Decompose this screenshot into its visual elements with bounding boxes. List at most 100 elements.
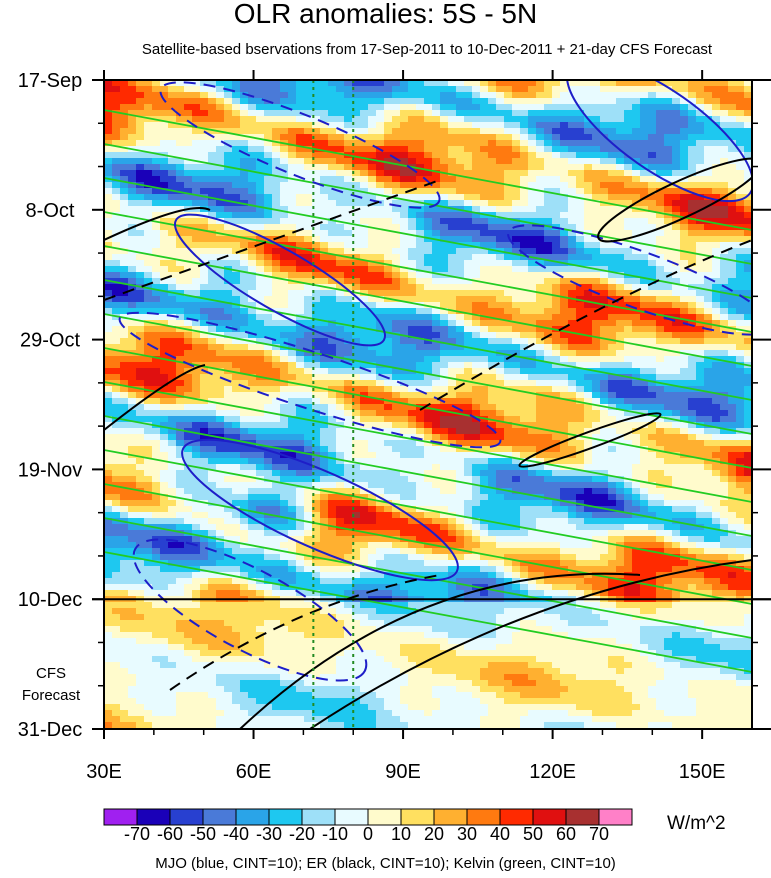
heat-cell <box>384 380 393 387</box>
heat-cell <box>208 350 217 357</box>
heat-cell <box>320 290 329 297</box>
heat-cell <box>224 188 233 195</box>
heat-cell <box>400 164 409 171</box>
heat-cell <box>496 212 505 219</box>
heat-cell <box>688 308 697 315</box>
heat-cell <box>480 140 489 147</box>
heat-cell <box>600 206 609 213</box>
heat-cell <box>512 170 521 177</box>
heat-cell <box>320 230 329 237</box>
heat-cell <box>672 194 681 201</box>
heat-cell <box>224 224 233 231</box>
heat-cell <box>368 218 377 225</box>
heat-cell <box>712 188 721 195</box>
heat-cell <box>632 242 641 249</box>
heat-cell <box>248 164 257 171</box>
heat-cell <box>392 110 401 117</box>
heat-cell <box>288 248 297 255</box>
heat-cell <box>480 332 489 339</box>
heat-cell <box>384 338 393 345</box>
heat-cell <box>104 92 113 99</box>
heat-cell <box>160 182 169 189</box>
heat-cell <box>560 272 569 279</box>
heat-cell <box>520 104 529 111</box>
heat-cell <box>304 170 313 177</box>
heat-cell <box>640 314 649 321</box>
heat-cell <box>328 230 337 237</box>
heat-cell <box>136 248 145 255</box>
heat-cell <box>328 440 337 447</box>
heat-cell <box>568 170 577 177</box>
heat-cell <box>720 122 729 129</box>
heat-cell <box>496 146 505 153</box>
heat-cell <box>176 308 185 315</box>
heat-cell <box>128 194 137 201</box>
heat-cell <box>264 326 273 333</box>
heat-cell <box>560 380 569 387</box>
heat-cell <box>472 188 481 195</box>
heat-cell <box>320 152 329 159</box>
heat-cell <box>264 356 273 363</box>
heat-cell <box>648 290 657 297</box>
heat-cell <box>592 224 601 231</box>
heat-cell <box>584 80 593 87</box>
heat-cell <box>144 422 153 429</box>
heat-cell <box>648 368 657 375</box>
heat-cell <box>128 254 137 261</box>
heat-cell <box>328 110 337 117</box>
heat-cell <box>584 374 593 381</box>
heat-cell <box>120 284 129 291</box>
heat-cell <box>120 248 129 255</box>
heat-cell <box>512 386 521 393</box>
heat-cell <box>144 368 153 375</box>
heat-cell <box>184 86 193 93</box>
heat-cell <box>112 380 121 387</box>
heat-cell <box>416 188 425 195</box>
heat-cell <box>656 350 665 357</box>
heat-cell <box>136 116 145 123</box>
heat-cell <box>160 110 169 117</box>
heat-cell <box>512 266 521 273</box>
heat-cell <box>112 404 121 411</box>
heat-cell <box>496 242 505 249</box>
heat-cell <box>264 362 273 369</box>
heat-cell <box>128 428 137 435</box>
heat-cell <box>728 80 737 87</box>
heat-cell <box>480 422 489 429</box>
heat-cell <box>488 302 497 309</box>
heat-cell <box>280 278 289 285</box>
heat-cell <box>712 350 721 357</box>
heat-cell <box>144 230 153 237</box>
heat-cell <box>600 362 609 369</box>
heat-cell <box>408 80 417 87</box>
heat-cell <box>704 278 713 285</box>
heat-cell <box>224 332 233 339</box>
heat-cell <box>128 134 137 141</box>
heat-cell <box>280 92 289 99</box>
heat-cell <box>344 116 353 123</box>
heat-cell <box>384 218 393 225</box>
heat-cell <box>400 116 409 123</box>
heat-cell <box>120 98 129 105</box>
heat-cell <box>736 86 745 93</box>
heat-cell <box>560 344 569 351</box>
heat-cell <box>424 416 433 423</box>
heat-cell <box>168 86 177 93</box>
heat-cell <box>352 248 361 255</box>
heat-cell <box>712 332 721 339</box>
heat-cell <box>584 242 593 249</box>
heat-cell <box>680 116 689 123</box>
heat-cell <box>616 374 625 381</box>
heat-cell <box>328 368 337 375</box>
heat-cell <box>120 434 129 441</box>
heat-cell <box>488 380 497 387</box>
heat-cell <box>544 86 553 93</box>
heat-cell <box>672 140 681 147</box>
heat-cell <box>728 92 737 99</box>
heat-cell <box>240 362 249 369</box>
heat-cell <box>408 224 417 231</box>
heat-cell <box>504 338 513 345</box>
heat-cell <box>176 164 185 171</box>
heat-cell <box>456 392 465 399</box>
heat-cell <box>344 380 353 387</box>
